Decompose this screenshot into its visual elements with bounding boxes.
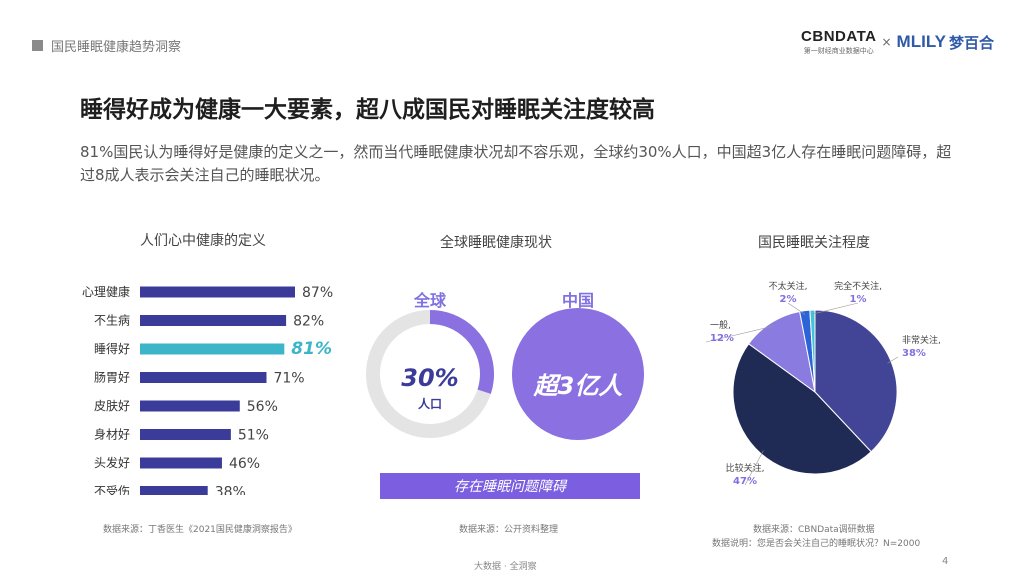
china-value-label: 超3亿人 — [533, 372, 623, 400]
pie-slice-value: 47% — [733, 476, 757, 487]
sleep-attention-pie-chart: 非常关注, 38% 比较关注, 47% 一般, 12% 不太关注, 2% 完全不关注, 1% — [705, 280, 941, 487]
page-title: 睡得好成为健康一大要素，超八成国民对睡眠关注度较高 — [80, 97, 655, 123]
bar-category-label: 不生病 — [94, 313, 130, 328]
global-label: 全球 — [413, 291, 447, 310]
bar — [140, 457, 222, 469]
bar-value-label: 87% — [302, 285, 333, 301]
pie-leader-line — [705, 325, 774, 343]
global-value-label: 30% — [401, 364, 458, 392]
bar-category-label: 头发好 — [94, 455, 130, 470]
bar-category-label: 睡得好 — [94, 341, 130, 356]
global-sleep-status-chart: 全球 30% 人口 中国超3亿人存在睡眠问题障碍 — [366, 291, 644, 499]
pie-chart-note: 数据说明：您是否会关注自己的睡眠状况？N=2000 — [712, 539, 921, 549]
pie-leader-line — [744, 450, 764, 486]
china-label: 中国 — [562, 291, 594, 310]
donut-value-arc — [366, 310, 494, 438]
pie-leader-line — [812, 302, 859, 315]
bar — [140, 286, 295, 298]
page-description: 81%国民认为睡得好是健康的定义之一，然而当代睡眠健康状况却不容乐观，全球约30… — [80, 143, 952, 184]
bar — [140, 400, 240, 412]
logo-separator: × — [881, 35, 892, 49]
bar — [140, 343, 285, 355]
bar-value-label: 38% — [215, 485, 246, 496]
bar-category-label: 心理健康 — [82, 284, 130, 299]
bar-value-label: 46% — [229, 456, 260, 472]
pie-leader-line — [887, 356, 899, 364]
pie-slice-value: 1% — [850, 294, 867, 305]
pie-chart-source: 数据来源：CBNData调研数据 — [753, 525, 875, 535]
pie-chart-title: 国民睡眠关注程度 — [758, 235, 870, 251]
section-label-text: 国民睡眠健康趋势洞察 — [51, 40, 182, 55]
pie-slice-label: 非常关注, — [902, 334, 941, 346]
bar-value-label: 56% — [247, 399, 278, 415]
bar — [140, 372, 267, 383]
bar — [140, 429, 231, 440]
section-square-icon — [32, 40, 43, 51]
pie-slice-label: 不太关注, — [769, 280, 808, 292]
donut-chart-title: 全球睡眠健康现状 — [440, 235, 552, 251]
pie-slice — [747, 310, 816, 394]
bar-category-label: 肠胃好 — [94, 371, 130, 385]
pie-slice-value: 12% — [710, 333, 734, 344]
page-number: 4 — [942, 556, 949, 567]
bar-value-label: 82% — [293, 314, 324, 330]
bar-category-label: 皮肤好 — [94, 398, 130, 413]
pie-leader-line — [787, 302, 806, 315]
section-label: 国民睡眠健康趋势洞察 — [32, 36, 181, 55]
health-definition-bar-chart: 心理健康 87% 不生病 82% 睡得好 81% 肠胃好 71% 皮肤好 56% 身材好 51% 头发好… — [82, 284, 333, 496]
bar-value-label: 51% — [238, 428, 269, 444]
cbndata-logo-subtext: 第一财经商业数据中心 — [803, 47, 874, 55]
pie-slice — [809, 309, 816, 393]
cbndata-logo: CBNDATA 第一财经商业数据中心 — [801, 28, 876, 56]
global-sub-label: 人口 — [418, 396, 442, 411]
bar-chart-source: 数据来源：丁香医生《2021国民健康洞察报告》 — [103, 525, 297, 535]
bar-value-label: 71% — [273, 371, 304, 387]
pie-slice — [814, 309, 898, 453]
bar-category-label: 身材好 — [94, 427, 130, 442]
pie-slice-label: 完全不关注, — [834, 280, 882, 292]
bar-value-label: 81% — [291, 339, 332, 359]
pie-slice-value: 38% — [902, 348, 926, 359]
bar — [140, 315, 287, 326]
pie-slice — [732, 343, 872, 475]
pie-slice-label: 一般, — [710, 319, 731, 331]
bar-chart-title: 人们心中健康的定义 — [140, 233, 266, 249]
logo-area: CBNDATA 第一财经商业数据中心 × MLILY 梦百合 — [801, 28, 994, 56]
mlily-logo-cn: 梦百合 — [948, 33, 994, 52]
pie-slice-label: 比较关注, — [726, 462, 765, 474]
sleep-problem-banner — [380, 473, 640, 499]
cbndata-logo-text: CBNDATA — [801, 28, 877, 45]
pie-slice-value: 2% — [780, 294, 797, 305]
bar-category-label: 不受伤 — [94, 485, 130, 496]
bar — [140, 486, 208, 495]
footer-slogan: 大数据 · 全洞察 — [474, 562, 537, 572]
china-circle — [512, 308, 644, 440]
mlily-logo: MLILY — [896, 32, 946, 51]
donut-chart-source: 数据来源：公开资料整理 — [459, 525, 559, 535]
sleep-problem-banner-text: 存在睡眠问题障碍 — [454, 479, 568, 495]
